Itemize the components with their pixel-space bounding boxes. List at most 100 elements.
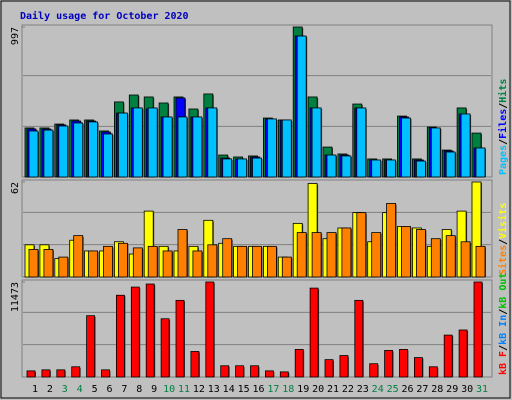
- legend: Pages/Files/Hits: [497, 79, 509, 175]
- bar: [296, 35, 307, 178]
- legend-separator: /: [498, 345, 509, 351]
- bar: [58, 125, 69, 178]
- legend-separator: /: [498, 309, 509, 315]
- bar: [190, 351, 200, 378]
- bar: [252, 245, 262, 278]
- x-tick-label: 10: [163, 384, 175, 395]
- bar: [430, 238, 441, 278]
- bar: [266, 245, 277, 278]
- bar: [443, 334, 453, 378]
- bar: [26, 370, 36, 378]
- bar: [250, 365, 259, 378]
- bar: [445, 235, 456, 278]
- bar: [371, 232, 382, 278]
- x-tick-label: 5: [92, 384, 98, 395]
- bar: [386, 203, 397, 278]
- bar: [413, 357, 423, 378]
- bar: [475, 147, 486, 178]
- bar: [162, 250, 173, 278]
- panel: [21, 279, 493, 378]
- bar: [118, 112, 128, 178]
- y-tick-label: 62: [10, 182, 21, 194]
- y-tick-label: 997: [10, 27, 21, 45]
- x-tick-label: 9: [151, 384, 157, 395]
- x-tick-label: 18: [282, 384, 294, 395]
- legend-entry: Hits: [497, 79, 509, 103]
- bar: [326, 232, 337, 278]
- bar: [264, 370, 274, 378]
- bar: [103, 133, 113, 178]
- x-tick-label: 23: [357, 384, 369, 395]
- legend: Sites/Visits: [497, 203, 509, 275]
- bar: [371, 159, 382, 178]
- bar: [28, 130, 39, 178]
- x-tick-label: 4: [77, 384, 83, 395]
- bar: [324, 359, 334, 378]
- bar: [401, 117, 411, 178]
- legend-separator: /: [498, 239, 509, 245]
- bar: [147, 245, 158, 278]
- bar: [356, 212, 367, 278]
- x-tick-label: 6: [106, 384, 112, 395]
- bar: [458, 329, 468, 378]
- bar: [279, 371, 289, 378]
- bar: [103, 245, 113, 278]
- bar: [354, 299, 364, 378]
- legend-entry: Visits: [497, 203, 509, 239]
- bar: [401, 226, 411, 278]
- bar: [43, 129, 54, 178]
- legend-entry: kB F: [498, 351, 509, 375]
- legend-entry: kB Out: [498, 273, 509, 309]
- legend-entry: Files: [497, 109, 509, 139]
- bar: [326, 154, 337, 178]
- x-tick-label: 28: [431, 384, 443, 395]
- x-tick-label: 7: [121, 384, 127, 395]
- x-tick-label: 22: [342, 384, 354, 395]
- x-tick-label: 15: [238, 384, 250, 395]
- bar: [177, 116, 188, 178]
- bar: [132, 107, 143, 178]
- x-tick-label: 31: [476, 384, 488, 395]
- x-tick-label: 2: [47, 384, 53, 395]
- bar: [145, 283, 155, 378]
- bar: [207, 244, 218, 278]
- bar: [399, 349, 408, 378]
- bar: [73, 235, 84, 278]
- bar: [56, 369, 66, 378]
- bar: [88, 121, 98, 178]
- bar: [356, 107, 367, 178]
- chart-title: Daily usage for October 2020: [20, 10, 189, 22]
- bar: [415, 160, 426, 178]
- bar: [460, 241, 471, 278]
- bar: [237, 158, 248, 178]
- bar: [41, 369, 51, 378]
- bar: [71, 366, 81, 378]
- bar: [58, 256, 69, 278]
- bar: [341, 155, 352, 178]
- bar: [207, 107, 218, 178]
- bar: [130, 286, 140, 378]
- legend-entry: Sites: [497, 245, 509, 275]
- bar: [428, 366, 438, 378]
- legend-entry: Pages: [498, 145, 509, 175]
- bar: [88, 250, 98, 278]
- x-tick-label: 19: [297, 384, 309, 395]
- x-tick-label: 8: [136, 384, 142, 395]
- x-tick-label: 16: [252, 384, 264, 395]
- bar: [86, 315, 95, 378]
- x-tick-label: 20: [312, 384, 324, 395]
- bar: [177, 229, 188, 278]
- legend: kB F/kB In/kB Out: [498, 273, 509, 375]
- x-tick-label: 25: [387, 384, 399, 395]
- bar: [235, 365, 245, 378]
- bar: [281, 119, 292, 178]
- bar: [162, 116, 173, 178]
- bar: [460, 113, 471, 178]
- bar: [415, 229, 426, 278]
- x-tick-label: 12: [193, 384, 205, 395]
- bar: [475, 245, 486, 278]
- bar: [43, 249, 54, 278]
- bar: [192, 116, 203, 178]
- bar: [28, 249, 39, 278]
